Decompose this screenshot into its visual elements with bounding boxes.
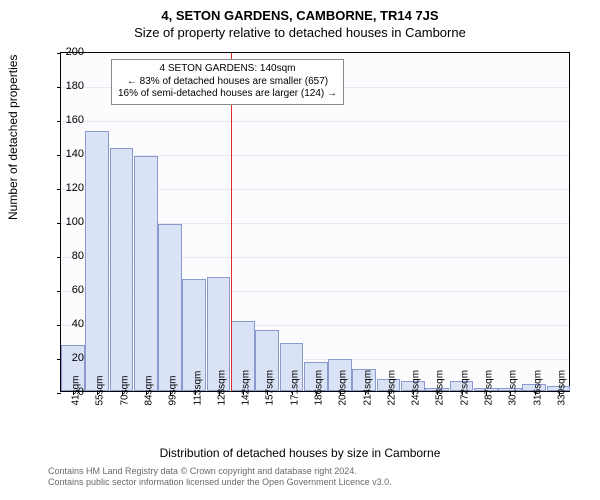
property-annotation: 4 SETON GARDENS: 140sqm← 83% of detached… — [111, 59, 344, 105]
y-tick-label: 180 — [54, 80, 84, 92]
y-tick-label: 20 — [54, 352, 84, 364]
footnote-line2: Contains public sector information licen… — [48, 477, 392, 488]
y-tick-label: 60 — [54, 284, 84, 296]
page-subtitle: Size of property relative to detached ho… — [0, 23, 600, 40]
histogram-bar — [110, 148, 134, 391]
y-tick-label: 120 — [54, 182, 84, 194]
histogram-chart: 4 SETON GARDENS: 140sqm← 83% of detached… — [60, 52, 570, 392]
y-tick-label: 100 — [54, 216, 84, 228]
histogram-bar — [158, 224, 182, 391]
annotation-line: ← 83% of detached houses are smaller (65… — [118, 76, 337, 89]
histogram-bar — [134, 156, 158, 391]
y-tick-label: 140 — [54, 148, 84, 160]
x-axis-title: Distribution of detached houses by size … — [0, 446, 600, 460]
attribution-footnote: Contains HM Land Registry data © Crown c… — [48, 466, 392, 489]
y-axis-title: Number of detached properties — [6, 55, 20, 220]
y-tick-label: 40 — [54, 318, 84, 330]
histogram-bar — [85, 131, 109, 391]
footnote-line1: Contains HM Land Registry data © Crown c… — [48, 466, 392, 477]
annotation-line: 4 SETON GARDENS: 140sqm — [118, 63, 337, 76]
y-tick-label: 160 — [54, 114, 84, 126]
y-tick-label: 80 — [54, 250, 84, 262]
annotation-line: 16% of semi-detached houses are larger (… — [118, 88, 337, 101]
y-tick-label: 200 — [54, 46, 84, 58]
gridline — [61, 121, 569, 122]
page-title-address: 4, SETON GARDENS, CAMBORNE, TR14 7JS — [0, 0, 600, 23]
